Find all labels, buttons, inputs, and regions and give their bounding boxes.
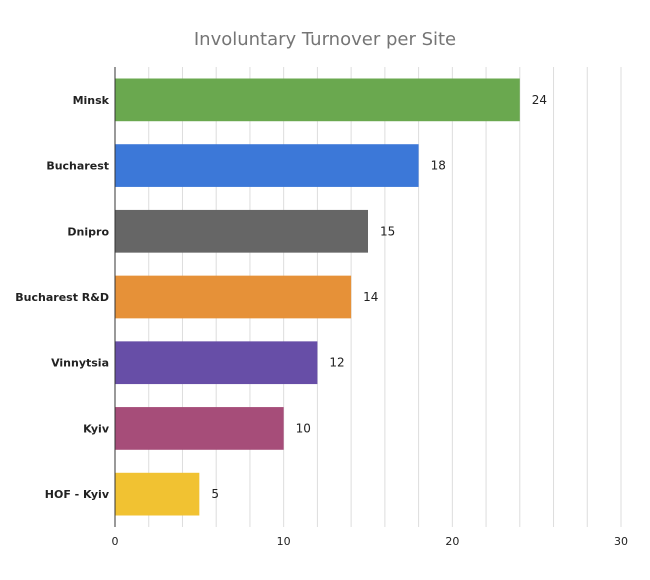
data-label: 5 — [211, 487, 219, 501]
category-label: Dnipro — [67, 225, 109, 238]
bar — [115, 341, 318, 385]
x-tick-label: 0 — [112, 535, 119, 548]
data-label: 14 — [363, 290, 378, 304]
category-label: Vinnytsia — [51, 357, 109, 370]
chart-title: Involuntary Turnover per Site — [194, 29, 456, 50]
bar — [115, 78, 520, 122]
bar — [115, 209, 368, 253]
bar — [115, 472, 200, 516]
data-label: 24 — [532, 93, 547, 107]
bars — [115, 78, 520, 516]
x-tick-label: 30 — [614, 535, 628, 548]
bar — [115, 407, 284, 450]
bar — [115, 275, 352, 319]
data-label: 12 — [329, 356, 344, 370]
category-label: Bucharest — [46, 160, 109, 173]
category-label: Bucharest R&D — [15, 291, 109, 304]
data-label: 10 — [296, 421, 311, 435]
data-label: 15 — [380, 224, 395, 238]
x-tick-label: 20 — [445, 535, 459, 548]
x-tick-label: 10 — [277, 535, 291, 548]
category-label: Kyiv — [83, 422, 110, 435]
bar — [115, 144, 419, 187]
category-label: Minsk — [73, 94, 110, 107]
category-label: HOF - Kyiv — [45, 488, 110, 501]
labels: 0 10 20 30 Minsk 24 Bucharest 18 Dnipro 15 Buchare… — [15, 93, 628, 548]
data-label: 18 — [431, 159, 446, 173]
